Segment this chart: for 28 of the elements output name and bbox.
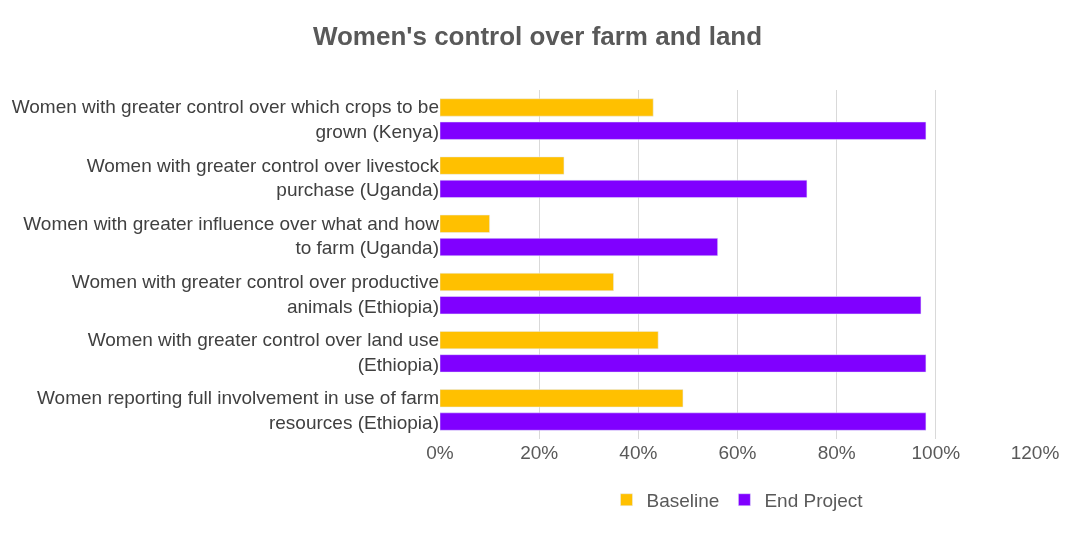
y-tick-label: Women with greater control over productive animals (Ethiopia) xyxy=(71,270,439,317)
bar xyxy=(440,412,927,431)
bar xyxy=(440,389,684,408)
x-tick-label: 60% xyxy=(718,442,757,463)
chart-title: Women's control over farm and land xyxy=(312,20,763,51)
bar xyxy=(440,98,654,117)
legend-label: Baseline xyxy=(646,490,720,512)
y-tick-label: Women with greater influence over what and how to farm (Uganda) xyxy=(23,212,440,259)
bar xyxy=(440,272,614,291)
legend-label: End Project xyxy=(764,490,864,512)
x-tick-label: 20% xyxy=(520,442,559,463)
y-tick-label: Women reporting full involvement in use of farm resources (Ethiopia) xyxy=(37,387,439,433)
y-tick-label: Women with greater control over livestock purchase (Uganda) xyxy=(86,154,440,201)
x-tick-label: 100% xyxy=(911,442,961,463)
x-tick-label: 0% xyxy=(426,442,454,463)
bar xyxy=(440,296,922,315)
y-tick-label: Women with greater control over which crops to be grown (Kenya) xyxy=(11,96,439,143)
bar xyxy=(440,121,927,140)
y-tick-label: Women with greater control over land use (Ethiopia) xyxy=(87,329,439,375)
x-tick-label: 120% xyxy=(1010,442,1060,463)
x-tick-label: 40% xyxy=(619,442,658,463)
x-tick-label: 80% xyxy=(817,442,856,463)
bar xyxy=(440,179,808,198)
bar xyxy=(440,156,565,175)
bar xyxy=(440,331,659,350)
bar xyxy=(440,238,718,257)
bar xyxy=(440,214,490,233)
bar xyxy=(440,354,927,373)
